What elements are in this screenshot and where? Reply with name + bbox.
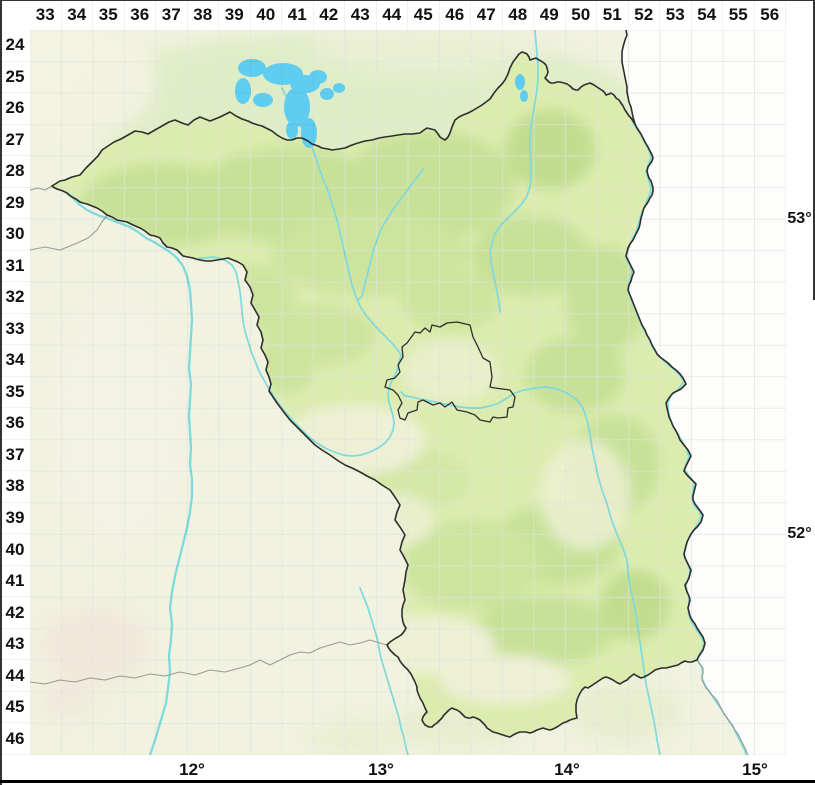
minor-state-border [30,214,108,251]
river-rhin [357,167,425,301]
grid-column-label: 48 [503,0,534,30]
grid-column-label: 33 [30,0,62,30]
grid-row-label: 43 [0,629,30,661]
grid-row-label: 44 [0,660,30,692]
no-data-area [622,30,786,755]
map-grid-lines-faint [30,30,786,755]
window-edge-left [0,0,2,785]
minor-state-border [30,639,388,685]
grid-row-label: 26 [0,93,30,125]
grid-column-label: 39 [219,0,251,30]
grid-column-label: 47 [471,0,503,30]
longitude-label: 12° [179,760,205,779]
grid-column-label: 54 [692,0,723,30]
left-grid-labels: 24 25 26 27 28 29 30 31 32 33 34 35 36 37 38 39 40 41 42 43… [0,30,30,755]
grid-row-label: 39 [0,503,30,535]
grid-column-label: 53 [660,0,692,30]
grid-column-label: 46 [440,0,471,30]
river-ucker [489,30,539,313]
latitude-label: 53° [787,210,812,227]
grid-column-label: 56 [755,0,786,30]
grid-column-label: 35 [93,0,125,30]
grid-column-label: 44 [377,0,408,30]
grid-row-label: 46 [0,723,30,755]
grid-row-label: 29 [0,188,30,220]
grid-column-label: 34 [62,0,93,30]
lakes [235,59,528,148]
grid-row-label: 31 [0,251,30,283]
grid-row-label: 38 [0,471,30,503]
grid-column-label: 40 [251,0,282,30]
grid-column-label: 49 [534,0,566,30]
grid-column-label: 36 [125,0,156,30]
grid-row-label: 25 [0,62,30,94]
river-spree [400,386,661,755]
grid-row-label: 27 [0,125,30,157]
grid-column-label: 55 [723,0,755,30]
state-boundary-outline [51,51,706,738]
latitude-label: 52° [787,525,812,542]
grid-row-label: 33 [0,314,30,346]
map-svg [30,30,786,755]
grid-row-label: 45 [0,692,30,724]
grid-row-label: 32 [0,282,30,314]
longitude-label: 13° [368,760,394,779]
river-elbe [67,192,194,755]
window-edge-bottom [0,780,815,783]
minor-state-border [696,659,749,755]
river-havel-lower [198,256,402,457]
grid-column-label: 43 [345,0,377,30]
grid-column-label: 42 [314,0,345,30]
window-edge-top [0,0,815,1]
longitude-label: 14° [554,760,580,779]
grid-column-label: 45 [408,0,440,30]
window-edge-right [813,0,815,300]
grid-row-label: 30 [0,219,30,251]
grid-column-label: 41 [282,0,314,30]
top-grid-labels: 33 34 35 36 37 38 39 40 41 42 43 44 45 46 47 48 49 50 51 52… [30,0,786,30]
grid-row-label: 40 [0,534,30,566]
grid-row-label: 41 [0,566,30,598]
grid-row-label: 42 [0,597,30,629]
river-havel-upper [309,141,402,356]
minor-state-border [30,185,53,191]
grid-column-label: 50 [566,0,597,30]
map-canvas[interactable] [30,30,786,755]
grid-row-label: 35 [0,377,30,409]
grid-column-label: 37 [156,0,188,30]
grid-column-label: 38 [188,0,219,30]
grid-row-label: 34 [0,345,30,377]
grid-row-label: 28 [0,156,30,188]
national-border-line [621,30,636,125]
berlin-boundary-outline [384,321,516,423]
longitude-label: 15° [742,760,768,779]
grid-column-label: 51 [597,0,629,30]
grid-row-label: 24 [0,30,30,62]
grid-row-label: 36 [0,408,30,440]
river-elster [359,587,409,755]
grid-row-label: 37 [0,440,30,472]
grid-column-label: 52 [629,0,660,30]
